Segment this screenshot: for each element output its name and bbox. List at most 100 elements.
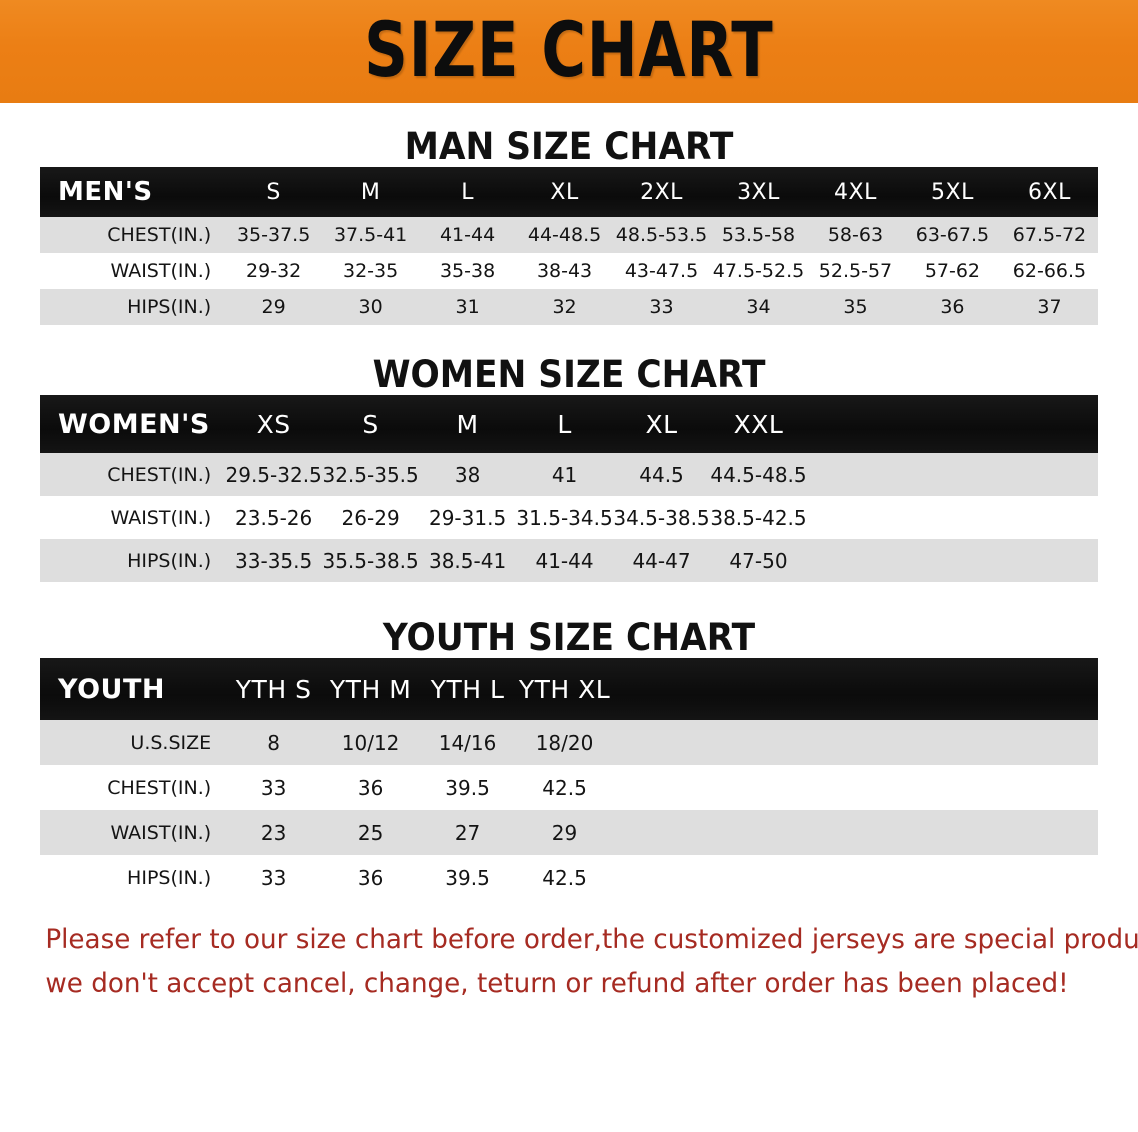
measurement-cell: 62-66.5 [1012,260,1087,282]
measurement-cell: 37 [1037,296,1062,318]
measurement-cell: 29-31.5 [428,505,507,530]
measurement-cell: 39.5 [445,865,490,890]
measurement-cell-spacer [807,496,1098,539]
table-row: CHEST(IN.) 33 36 39.5 42.5 [40,765,1098,810]
size-table-youth: YOUTH YTH S YTH M YTH L YTH XL U.S.SIZE 8 10/12… [40,658,1098,900]
measurement-cell: 35-37.5 [236,224,311,246]
measurement-cell: 32.5-35.5 [322,462,419,487]
table-row: HIPS(IN.) 33 36 39.5 42.5 [40,855,1098,900]
column-header: M [360,179,381,205]
size-table-man: MEN'S S M L XL 2XL 3XL 4XL 5XL 6XL CHEST(IN.) 35-37… [40,167,1098,325]
measurement-cell-spacer [807,453,1098,496]
measurement-cell: 63-67.5 [915,224,990,246]
column-header: YTH XL [518,674,611,704]
row-label: HIPS(IN.) [127,549,212,572]
table-wrap-man: MEN'S S M L XL 2XL 3XL 4XL 5XL 6XL CHEST(IN.) 35-37… [40,167,1098,325]
measurement-cell: 42.5 [542,775,587,800]
measurement-cell: 26-29 [341,505,400,530]
column-header: S [266,179,281,205]
table-wrap-youth: YOUTH YTH S YTH M YTH L YTH XL U.S.SIZE 8 10/12… [40,658,1098,900]
measurement-cell: 32-35 [343,260,399,282]
column-header: 3XL [737,179,780,205]
measurement-cell: 32 [552,296,577,318]
disclaimer-line-2: we don't accept cancel, change, teturn o… [45,968,1069,999]
column-header: XL [645,409,678,439]
disclaimer-text: Please refer to our size chart before or… [24,918,1138,1006]
page-banner: SIZE CHART [0,0,1138,103]
measurement-cell: 18/20 [535,730,594,755]
measurement-cell: 23 [260,820,287,845]
measurement-cell: 38.5-41 [428,548,507,573]
measurement-cell: 33 [649,296,674,318]
row-label: U.S.SIZE [130,731,212,754]
row-label: CHEST(IN.) [107,224,212,246]
row-label: WAIST(IN.) [110,821,212,844]
measurement-cell: 29.5-32.5 [225,462,322,487]
table-header-row: MEN'S S M L XL 2XL 3XL 4XL 5XL 6XL [40,167,1098,217]
measurement-cell: 29 [261,296,286,318]
table-corner-label-man: MEN'S [58,177,153,207]
column-header: L [557,409,572,439]
table-row: WAIST(IN.) 29-32 32-35 35-38 38-43 43-47.5 47.… [40,253,1098,289]
table-corner-label-women: WOMEN'S [58,408,210,440]
measurement-cell: 41 [551,462,578,487]
table-row: HIPS(IN.) 33-35.5 35.5-38.5 38.5-41 41-44 44-… [40,539,1098,582]
table-corner-label-youth: YOUTH [58,673,165,705]
measurement-cell: 30 [358,296,383,318]
column-header-spacer [807,395,1098,453]
measurement-cell: 38.5-42.5 [710,505,807,530]
row-label: CHEST(IN.) [107,776,212,799]
measurement-cell: 8 [267,730,280,755]
column-header: 5XL [931,179,974,205]
measurement-cell: 35 [843,296,868,318]
table-row: WAIST(IN.) 23 25 27 29 [40,810,1098,855]
measurement-cell: 44.5 [639,462,684,487]
measurement-cell: 48.5-53.5 [615,224,708,246]
measurement-cell: 35.5-38.5 [322,548,419,573]
measurement-cell: 67.5-72 [1012,224,1087,246]
table-row: HIPS(IN.) 29 30 31 32 33 34 35 36 37 [40,289,1098,325]
section-title-man: MAN SIZE CHART [404,125,734,168]
measurement-cell: 36 [940,296,965,318]
measurement-cell: 57-62 [924,260,981,282]
size-table-women: WOMEN'S XS S M L XL XXL CHEST(IN.) 29.5-32.5 32.5… [40,395,1098,582]
measurement-cell: 53.5-58 [721,224,796,246]
measurement-cell: 31 [455,296,480,318]
column-header-spacer [613,658,1098,720]
row-label: HIPS(IN.) [127,866,212,889]
measurement-cell: 29-32 [246,260,302,282]
measurement-cell: 41-44 [535,548,594,573]
column-header: XXL [733,409,784,439]
measurement-cell: 23.5-26 [235,505,313,530]
measurement-cell: 10/12 [341,730,400,755]
column-header: 4XL [834,179,877,205]
disclaimer-line-1: Please refer to our size chart before or… [45,924,1138,955]
measurement-cell: 47-50 [729,548,788,573]
column-header: YTH M [329,674,412,704]
measurement-cell: 44.5-48.5 [710,462,807,487]
size-chart-sections: MAN SIZE CHART MEN'S S M L XL 2XL 3XL 4XL 5XL 6XL C… [0,103,1138,900]
column-header: 2XL [640,179,683,205]
table-row: CHEST(IN.) 29.5-32.5 32.5-35.5 38 41 44.5 44.5… [40,453,1098,496]
row-label: HIPS(IN.) [127,296,212,318]
measurement-cell: 47.5-52.5 [712,260,805,282]
column-header: XS [256,409,291,439]
table-wrap-women: WOMEN'S XS S M L XL XXL CHEST(IN.) 29.5-32.5 32.5… [40,395,1098,582]
table-row: U.S.SIZE 8 10/12 14/16 18/20 [40,720,1098,765]
measurement-cell: 52.5-57 [818,260,893,282]
section-man: MAN SIZE CHART MEN'S S M L XL 2XL 3XL 4XL 5XL 6XL C… [0,103,1138,325]
column-header: 6XL [1028,179,1071,205]
column-header: YTH L [430,674,505,704]
measurement-cell: 44-47 [632,548,691,573]
measurement-cell: 36 [357,865,384,890]
measurement-cell: 42.5 [542,865,587,890]
column-header: XL [550,179,579,205]
measurement-cell: 35-38 [439,260,496,282]
measurement-cell-spacer [613,810,1098,855]
measurement-cell: 33 [260,775,287,800]
measurement-cell: 36 [357,775,384,800]
measurement-cell: 14/16 [438,730,497,755]
measurement-cell: 38-43 [536,260,593,282]
measurement-cell: 27 [454,820,481,845]
table-header-row: YOUTH YTH S YTH M YTH L YTH XL [40,658,1098,720]
